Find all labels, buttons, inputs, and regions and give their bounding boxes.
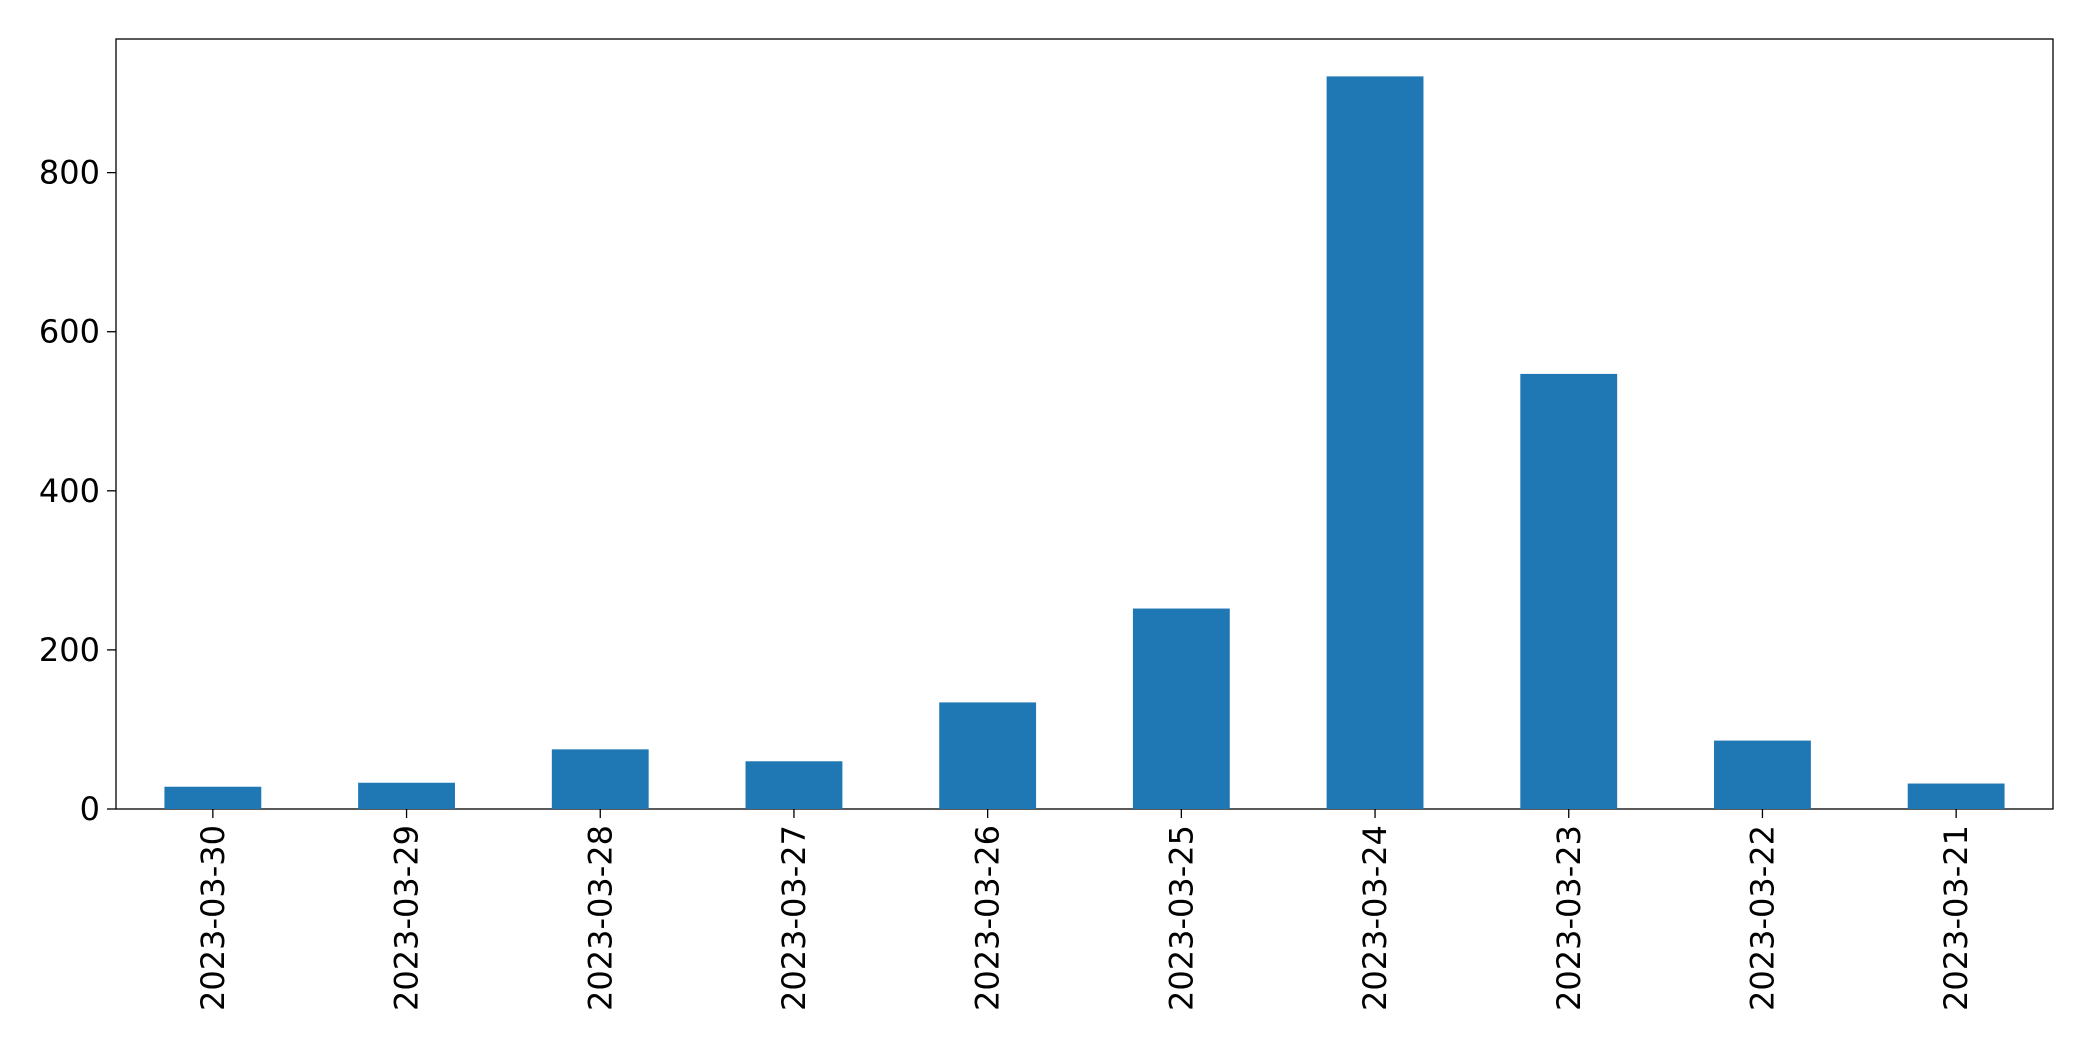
axes-frame	[115, 38, 2054, 810]
x-tick-label: 2023-03-27	[775, 825, 813, 1011]
bar	[358, 782, 455, 809]
y-tick-label: 600	[39, 313, 100, 351]
x-tick-label: 2023-03-24	[1356, 825, 1394, 1011]
y-tick-label: 400	[39, 472, 100, 510]
bar	[1714, 740, 1811, 809]
x-tick-label: 2023-03-25	[1162, 825, 1200, 1011]
y-tick-label: 0	[80, 790, 100, 828]
y-tick-label: 800	[39, 154, 100, 192]
bar	[1326, 76, 1424, 810]
bar	[1907, 783, 2005, 809]
bar	[164, 786, 262, 809]
bar	[1520, 373, 1618, 809]
bar	[939, 702, 1037, 809]
x-tick-label: 2023-03-21	[1937, 825, 1975, 1011]
y-tick-label: 200	[39, 631, 100, 669]
bar	[1132, 608, 1230, 809]
bar	[745, 761, 843, 809]
x-tick-label: 2023-03-23	[1550, 825, 1588, 1011]
x-tick-label: 2023-03-26	[969, 825, 1007, 1011]
x-tick-label: 2023-03-22	[1743, 825, 1781, 1011]
x-tick-label: 2023-03-28	[581, 825, 619, 1011]
x-tick-label: 2023-03-29	[388, 825, 426, 1011]
x-tick-label: 2023-03-30	[194, 825, 232, 1011]
bar	[551, 749, 649, 809]
